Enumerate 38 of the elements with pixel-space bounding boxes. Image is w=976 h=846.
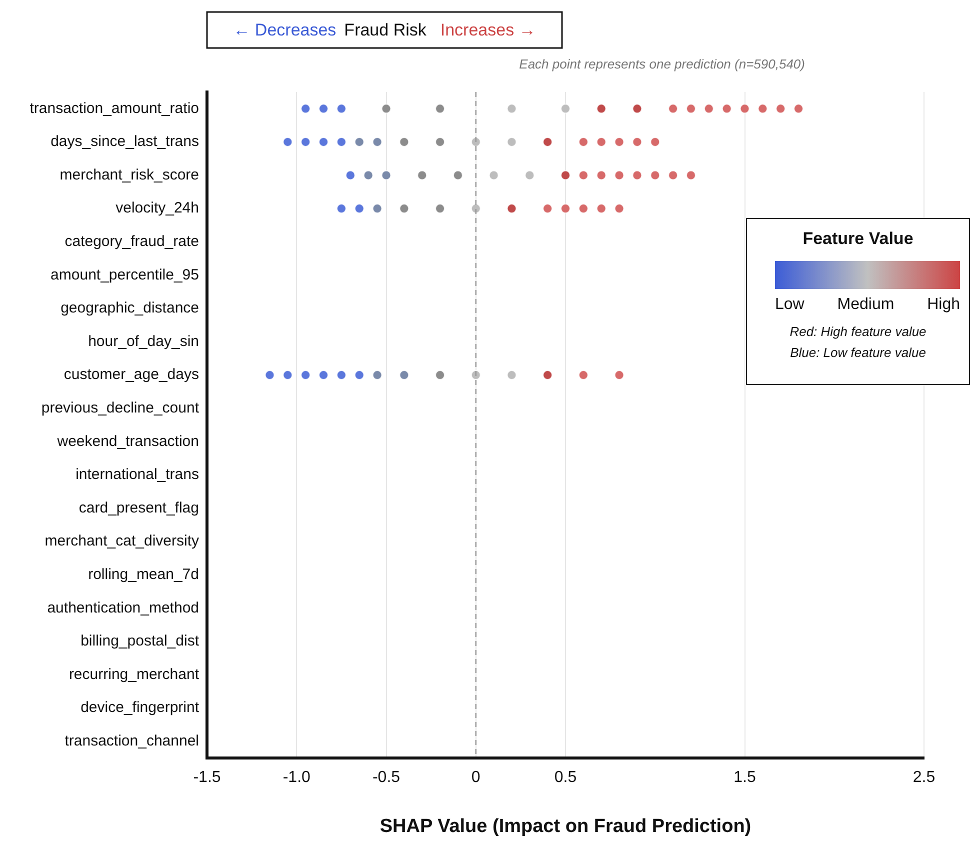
x-tick-label: 0: [471, 769, 480, 786]
x-tick-label: 2.5: [912, 769, 936, 786]
y-tick-label: customer_age_days: [64, 366, 199, 384]
x-tick-label: -0.5: [372, 769, 400, 786]
y-tick-label: previous_decline_count: [41, 399, 200, 416]
x-tick-label: 0.5: [554, 769, 577, 786]
text: ← Decreases: [233, 20, 336, 40]
text: Increases →: [440, 20, 536, 40]
y-tick-label: category_fraud_rate: [64, 232, 199, 250]
y-tick-label: merchant_cat_diversity: [44, 532, 200, 550]
y-tick-label: billing_postal_dist: [80, 632, 200, 650]
annotation: Low: [775, 296, 804, 314]
y-tick-label: recurring_merchant: [68, 666, 200, 683]
y-tick-label: device_fingerprint: [80, 699, 200, 716]
y-tick-label: velocity_24h: [116, 200, 199, 217]
y-tick-label: international_trans: [76, 466, 199, 484]
y-tick-label: authentication_method: [47, 599, 199, 616]
x-tick-label: -1.0: [282, 769, 311, 786]
y-tick-label: transaction_channel: [64, 732, 199, 750]
y-tick-label: transaction_amount_ratio: [30, 100, 199, 117]
y-tick-label: weekend_transaction: [56, 432, 199, 450]
x-tick-label: 1.5: [734, 769, 756, 786]
y-tick-label: amount_percentile_95: [50, 266, 199, 284]
text: High: [927, 296, 960, 314]
y-tick-label: merchant_risk_score: [60, 166, 199, 184]
annotation: Blue: Low feature value: [789, 345, 927, 360]
x-tick-label: -1.5: [193, 769, 221, 786]
y-tick-label: hour_of_day_sin: [88, 332, 199, 350]
y-tick-label: geographic_distance: [60, 300, 199, 317]
y-tick-label: days_since_last_trans: [50, 133, 199, 150]
text: Each point represents one prediction (n=590,540): [519, 56, 805, 72]
y-tick-label: rolling_mean_7d: [88, 566, 199, 583]
y-tick-label: card_present_flag: [78, 499, 199, 516]
text: Fraud Risk: [344, 20, 427, 40]
annotation: Medium: [837, 296, 894, 314]
annotation: Feature Value: [802, 229, 914, 249]
x-axis-title: SHAP Value (Impact on Fraud Prediction): [380, 816, 752, 837]
annotation: Red: High feature value: [788, 324, 928, 339]
